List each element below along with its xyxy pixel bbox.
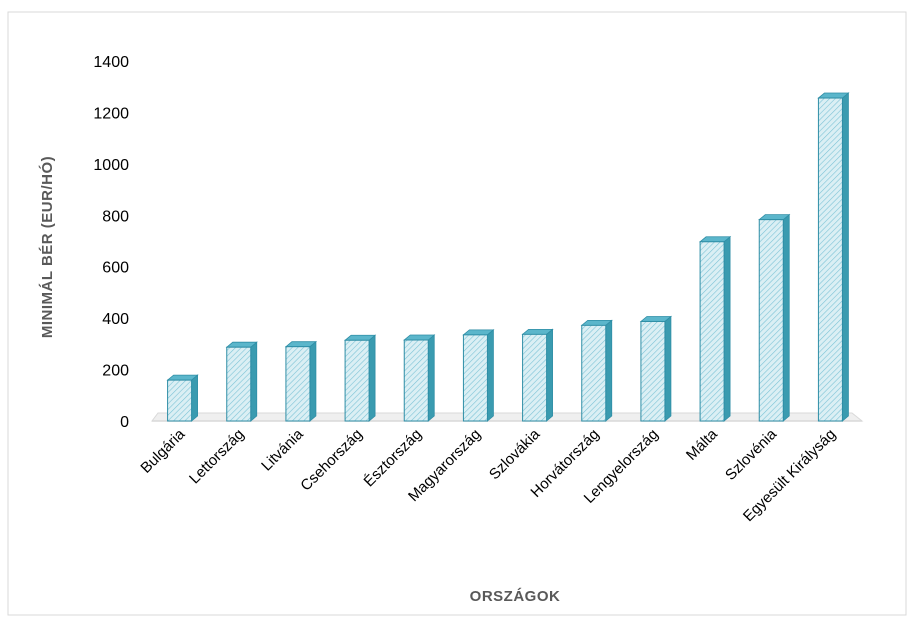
x-category-label: Szlovákia bbox=[486, 425, 544, 483]
bar bbox=[580, 319, 613, 422]
chart-floor bbox=[151, 412, 864, 422]
bar bbox=[403, 334, 436, 422]
bar-top bbox=[521, 328, 554, 335]
bar-front bbox=[462, 334, 488, 422]
y-tick-label: 1400 bbox=[93, 54, 129, 71]
bar-front bbox=[344, 339, 370, 422]
bar-side bbox=[191, 374, 198, 422]
bar bbox=[462, 329, 495, 422]
bar-top bbox=[817, 92, 850, 99]
bar-series bbox=[166, 92, 850, 422]
x-category-label: Csehország bbox=[297, 426, 366, 495]
y-tick-label: 0 bbox=[120, 414, 129, 431]
x-axis-title: ORSZÁGOK bbox=[470, 588, 561, 605]
y-tick-label: 400 bbox=[102, 311, 129, 328]
y-axis-title: MINIMÁL BÉR (EUR/HÓ) bbox=[38, 156, 56, 338]
floor-plane bbox=[151, 412, 864, 422]
bar-side bbox=[723, 235, 731, 422]
bar bbox=[758, 213, 791, 422]
y-axis-ticks: 0 200 400 600 800 1000 1200 1400 bbox=[93, 54, 129, 431]
x-category-label: Litvánia bbox=[258, 425, 307, 474]
bar-front bbox=[581, 324, 607, 422]
x-category-label: Észtország bbox=[361, 426, 425, 490]
bar-top bbox=[343, 334, 377, 341]
bar bbox=[225, 341, 258, 422]
bar-front bbox=[167, 379, 193, 422]
bar bbox=[698, 235, 732, 422]
bar-side bbox=[782, 213, 790, 422]
bar bbox=[817, 92, 850, 422]
bar bbox=[343, 334, 377, 422]
bar bbox=[521, 328, 554, 422]
bar-front bbox=[640, 320, 666, 422]
bar-front bbox=[522, 333, 548, 422]
bar-front bbox=[758, 219, 784, 422]
bar-top bbox=[284, 341, 318, 348]
bar-side bbox=[605, 319, 613, 422]
bar-top bbox=[462, 329, 495, 336]
bar-side bbox=[487, 329, 494, 422]
x-category-label: Málta bbox=[683, 425, 721, 463]
x-category-label: Lettország bbox=[186, 426, 248, 488]
bar-top bbox=[698, 236, 732, 243]
bar-top bbox=[758, 214, 791, 221]
bar-top bbox=[639, 316, 673, 322]
bar-top bbox=[580, 319, 613, 326]
y-tick-label: 200 bbox=[102, 363, 129, 380]
bar-side bbox=[427, 334, 435, 422]
bar-front bbox=[817, 97, 843, 422]
bar-side bbox=[664, 315, 672, 422]
bar-front bbox=[699, 241, 725, 422]
y-tick-label: 1200 bbox=[93, 105, 129, 122]
bar-side bbox=[546, 328, 553, 422]
bar-side bbox=[842, 92, 849, 422]
bar-front bbox=[226, 346, 252, 422]
bar-side bbox=[250, 341, 258, 422]
bar bbox=[166, 374, 199, 422]
bar-top bbox=[225, 341, 258, 348]
bar bbox=[639, 315, 673, 422]
bar-side bbox=[368, 334, 376, 422]
bar-front bbox=[285, 346, 311, 422]
y-tick-label: 800 bbox=[102, 208, 129, 225]
bar-top bbox=[403, 334, 436, 341]
bar-top bbox=[166, 374, 199, 381]
bar bbox=[284, 340, 318, 422]
y-tick-label: 600 bbox=[102, 260, 129, 277]
bar-side bbox=[309, 340, 317, 422]
x-category-label: Szlovénia bbox=[722, 425, 780, 483]
x-category-label: Bulgária bbox=[137, 425, 188, 476]
y-tick-label: 1000 bbox=[93, 157, 129, 174]
bar-front bbox=[403, 339, 429, 422]
chart-frame bbox=[7, 11, 907, 616]
